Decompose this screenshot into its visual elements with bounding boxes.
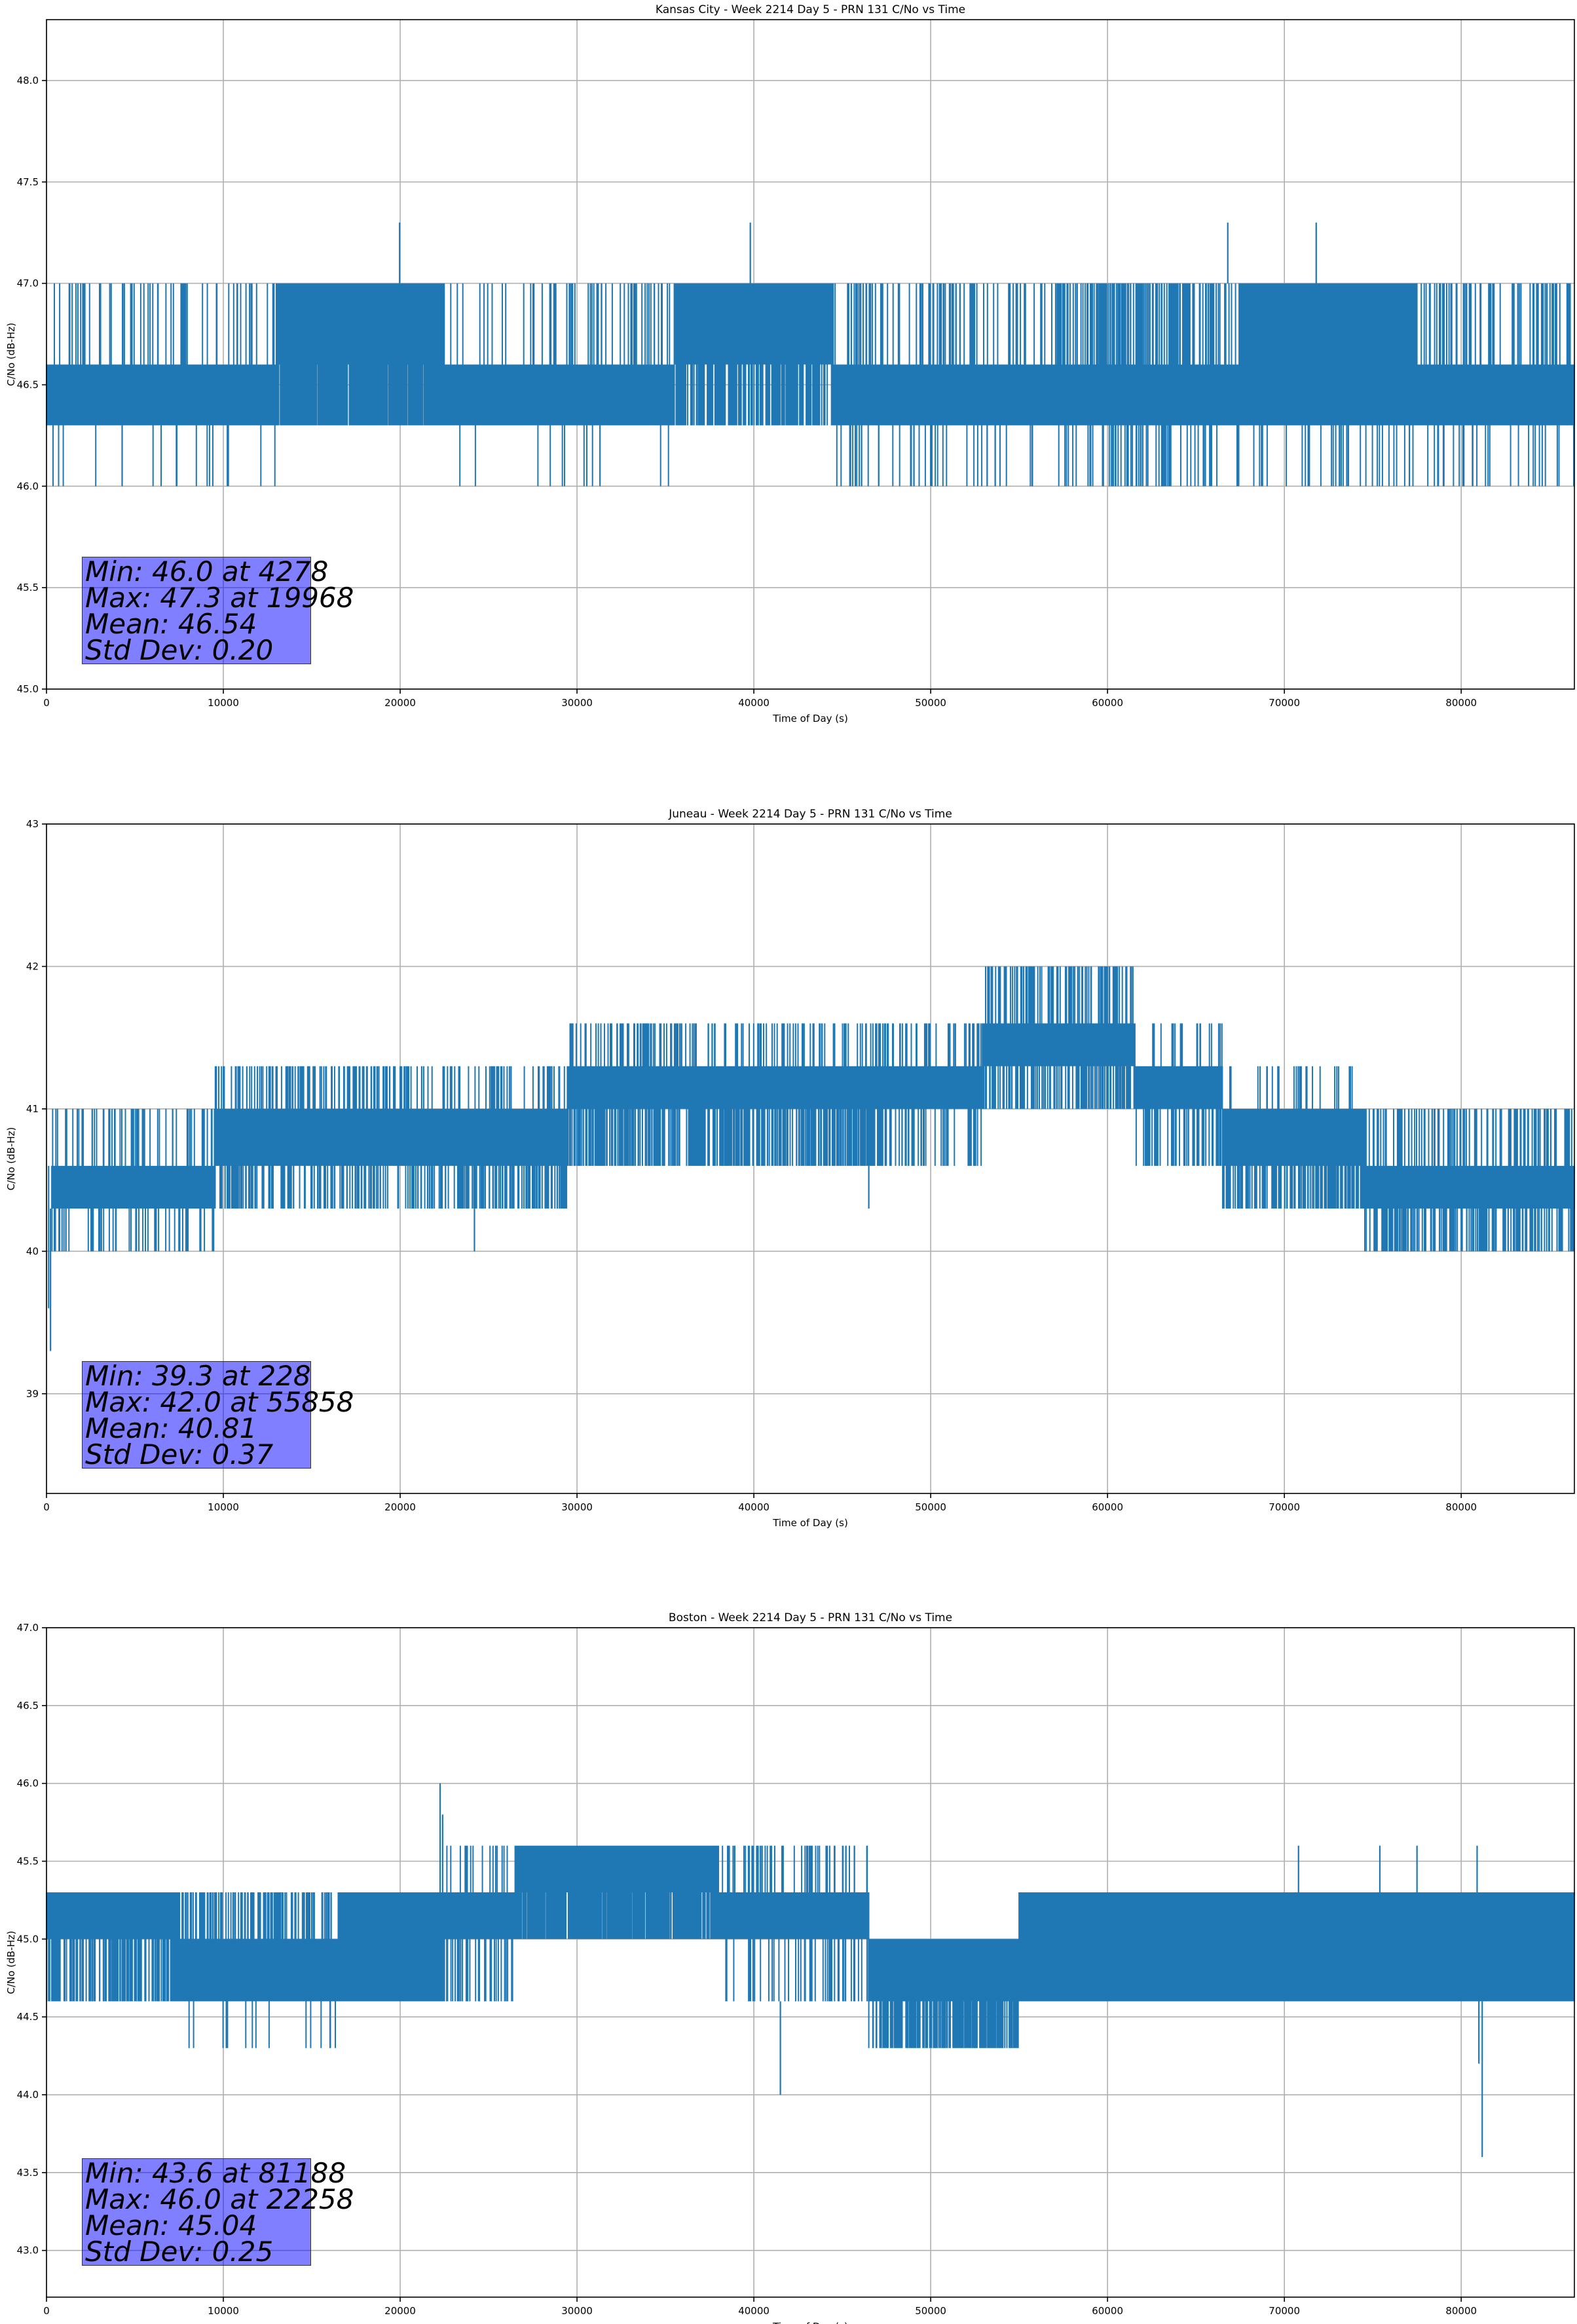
chart-title: Kansas City - Week 2214 Day 5 - PRN 131 … [656, 3, 965, 16]
y-tick-label: 47.0 [17, 278, 39, 290]
axes-frame [46, 19, 1575, 690]
y-tick-label: 42 [26, 960, 39, 972]
series-line [51, 966, 1575, 1252]
x-tick-label: 50000 [915, 697, 946, 709]
subplot-1: 0 10000 20000 30000 40000 50000 60000 70000 8000… [5, 808, 1575, 1529]
y-tick-label: 47.5 [17, 176, 39, 188]
axes-frame [46, 1627, 1575, 2298]
y-tick-label: 46.0 [17, 480, 39, 492]
y-tick-label: 39 [26, 1388, 39, 1400]
x-tick-label: 80000 [1445, 697, 1477, 709]
x-tick-label: 80000 [1445, 2305, 1477, 2317]
axes-frame [46, 823, 1575, 1494]
y-axis-label: C/No (dB-Hz) [5, 1127, 17, 1191]
chart-title: Juneau - Week 2214 Day 5 - PRN 131 C/No … [668, 808, 952, 821]
x-tick-label: 60000 [1092, 2305, 1123, 2317]
x-tick-label: 40000 [738, 2305, 770, 2317]
series-line [46, 283, 1575, 487]
x-axis-label: Time of Day (s) [772, 2321, 848, 2324]
x-axis-label: Time of Day (s) [772, 713, 848, 724]
y-tick-label: 44.5 [17, 2011, 39, 2023]
y-tick-label: 45.5 [17, 582, 39, 593]
x-tick-label: 30000 [561, 697, 593, 709]
subplot-2: 0 10000 20000 30000 40000 50000 60000 70000 8000… [5, 1611, 1575, 2324]
x-tick-label: 60000 [1092, 697, 1123, 709]
stats-max: Max: 47.3 at 19968 [85, 582, 354, 614]
y-axis-label: C/No (dB-Hz) [5, 1931, 17, 1995]
x-tick-label: 40000 [738, 1501, 770, 1513]
x-axis-label: Time of Day (s) [772, 1517, 848, 1529]
stats-min: Min: 39.3 at 228 [85, 1360, 311, 1392]
y-tick-label: 43.0 [17, 2245, 39, 2257]
y-tick-label: 45.0 [17, 1933, 39, 1945]
x-tick-label: 40000 [738, 697, 770, 709]
stats-std: Std Dev: 0.37 [85, 1438, 274, 1471]
stats-mean: Mean: 45.04 [85, 2209, 257, 2241]
x-tick-label: 70000 [1269, 2305, 1300, 2317]
x-tick-label: 80000 [1445, 1501, 1477, 1513]
stats-box-juneau: Min: 39.3 at 228 Max: 42.0 at 55858 Mean… [82, 1360, 354, 1471]
x-tick-label: 20000 [384, 2305, 416, 2317]
x-tick-label: 30000 [561, 2305, 593, 2317]
y-tick-label: 46.0 [17, 1778, 39, 1790]
stats-min: Min: 43.6 at 81188 [85, 2157, 346, 2189]
y-tick-label: 46.5 [17, 1700, 39, 1712]
stats-std: Std Dev: 0.20 [85, 634, 274, 666]
y-tick-label: 44.0 [17, 2089, 39, 2101]
x-tick-label: 50000 [915, 2305, 946, 2317]
y-tick-label: 40 [26, 1245, 39, 1257]
y-tick-label: 43.5 [17, 2167, 39, 2179]
x-tick-label: 20000 [384, 697, 416, 709]
stats-max: Max: 42.0 at 55858 [85, 1386, 354, 1418]
x-tick-label: 20000 [384, 1501, 416, 1513]
x-tick-label: 30000 [561, 1501, 593, 1513]
stats-min: Min: 46.0 at 4278 [85, 555, 329, 588]
x-tick-label: 10000 [208, 2305, 239, 2317]
chart-title: Boston - Week 2214 Day 5 - PRN 131 C/No … [669, 1611, 952, 1624]
y-tick-label: 45.5 [17, 1856, 39, 1867]
x-tick-label: 60000 [1092, 1501, 1123, 1513]
y-tick-label: 47.0 [17, 1622, 39, 1634]
x-tick-label: 70000 [1269, 697, 1300, 709]
x-tick-label: 10000 [208, 697, 239, 709]
y-tick-label: 46.5 [17, 379, 39, 390]
y-tick-label: 45.0 [17, 683, 39, 695]
x-tick-label: 50000 [915, 1501, 946, 1513]
x-tick-label: 0 [43, 1501, 50, 1513]
stats-std: Std Dev: 0.25 [85, 2236, 274, 2268]
stats-box-boston: Min: 43.6 at 81188 Max: 46.0 at 22258 Me… [82, 2157, 354, 2268]
stats-mean: Mean: 46.54 [85, 608, 257, 640]
y-axis-label: C/No (dB-Hz) [5, 323, 17, 386]
stats-mean: Mean: 40.81 [85, 1412, 257, 1444]
y-tick-label: 41 [26, 1103, 39, 1115]
y-tick-label: 43 [26, 818, 39, 830]
series-line [46, 1845, 1575, 2048]
x-tick-label: 0 [43, 697, 50, 709]
x-tick-label: 10000 [208, 1501, 239, 1513]
stats-box-kansas-city: Min: 46.0 at 4278 Max: 47.3 at 19968 Mea… [82, 555, 354, 666]
x-tick-label: 0 [43, 2305, 50, 2317]
x-tick-label: 70000 [1269, 1501, 1300, 1513]
stats-max: Max: 46.0 at 22258 [85, 2183, 354, 2215]
y-tick-label: 48.0 [17, 75, 39, 86]
